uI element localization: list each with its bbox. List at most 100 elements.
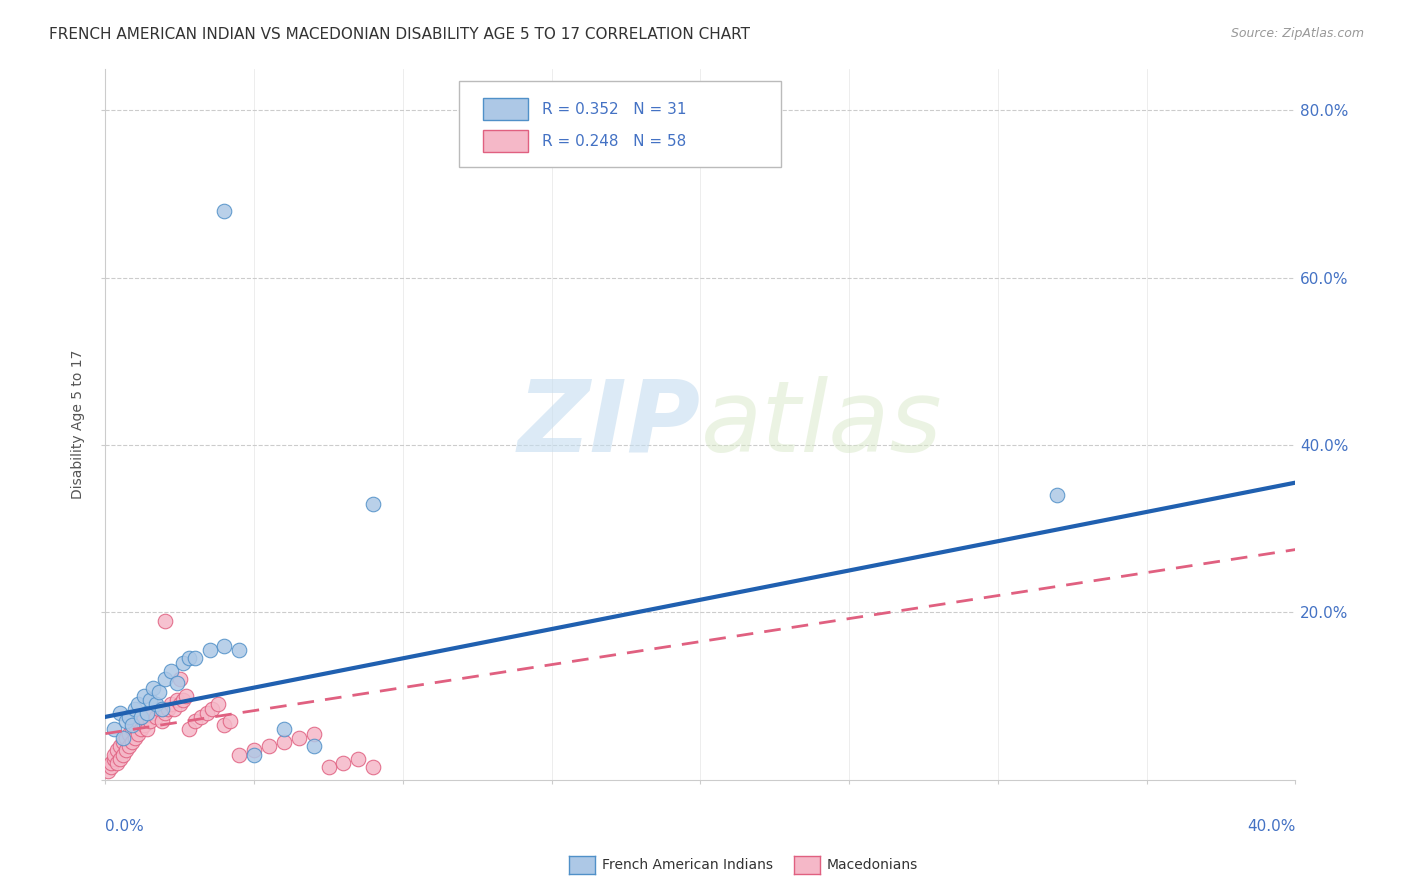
Point — [195, 706, 218, 720]
Text: 0.0%: 0.0% — [105, 819, 145, 834]
Point — [115, 731, 138, 745]
Point — [243, 743, 266, 757]
Point — [136, 723, 159, 737]
Point — [112, 735, 135, 749]
Point — [166, 693, 188, 707]
FancyBboxPatch shape — [482, 98, 527, 120]
Point — [361, 497, 384, 511]
Point — [148, 685, 170, 699]
Text: FRENCH AMERICAN INDIAN VS MACEDONIAN DISABILITY AGE 5 TO 17 CORRELATION CHART: FRENCH AMERICAN INDIAN VS MACEDONIAN DIS… — [49, 27, 751, 42]
Point — [110, 706, 132, 720]
Text: R = 0.248   N = 58: R = 0.248 N = 58 — [543, 134, 686, 149]
Point — [153, 614, 176, 628]
Point — [160, 698, 183, 712]
Point — [169, 698, 191, 712]
Point — [110, 739, 132, 754]
Point — [163, 701, 186, 715]
Point — [183, 651, 205, 665]
Text: 40.0%: 40.0% — [1247, 819, 1295, 834]
Point — [110, 752, 132, 766]
Text: French American Indians: French American Indians — [602, 858, 773, 872]
Point — [332, 756, 354, 770]
Point — [145, 698, 167, 712]
Point — [105, 743, 128, 757]
Point — [228, 747, 250, 762]
FancyBboxPatch shape — [458, 80, 782, 167]
Point — [103, 723, 125, 737]
Point — [361, 760, 384, 774]
Point — [148, 701, 170, 715]
Point — [287, 731, 309, 745]
Point — [139, 714, 162, 728]
Point — [174, 689, 197, 703]
Point — [118, 710, 141, 724]
Point — [177, 651, 200, 665]
Point — [190, 710, 212, 724]
Point — [172, 656, 194, 670]
Point — [129, 710, 152, 724]
Point — [160, 664, 183, 678]
Point — [153, 706, 176, 720]
Point — [302, 739, 325, 754]
Point — [127, 698, 149, 712]
Point — [132, 718, 155, 732]
Y-axis label: Disability Age 5 to 17: Disability Age 5 to 17 — [72, 350, 86, 499]
Point — [166, 676, 188, 690]
Point — [124, 731, 146, 745]
Point — [228, 643, 250, 657]
Point — [132, 710, 155, 724]
Point — [121, 735, 143, 749]
Point — [153, 672, 176, 686]
Point — [302, 726, 325, 740]
Point — [127, 726, 149, 740]
Point — [112, 747, 135, 762]
Point — [183, 714, 205, 728]
Text: ZIP: ZIP — [517, 376, 700, 473]
Point — [145, 710, 167, 724]
Point — [118, 739, 141, 754]
Point — [100, 756, 122, 770]
Point — [257, 739, 280, 754]
Point — [201, 701, 224, 715]
Point — [103, 747, 125, 762]
Text: atlas: atlas — [700, 376, 942, 473]
Text: Macedonians: Macedonians — [827, 858, 918, 872]
Point — [198, 643, 221, 657]
Point — [156, 701, 179, 715]
Point — [132, 689, 155, 703]
Text: R = 0.352   N = 31: R = 0.352 N = 31 — [543, 102, 686, 117]
Point — [136, 706, 159, 720]
Point — [347, 752, 370, 766]
Point — [112, 731, 135, 745]
Point — [121, 718, 143, 732]
Point — [318, 760, 340, 774]
Point — [121, 723, 143, 737]
Point — [273, 723, 295, 737]
Point — [124, 718, 146, 732]
Point — [105, 756, 128, 770]
Point — [129, 723, 152, 737]
FancyBboxPatch shape — [482, 129, 527, 153]
Point — [150, 701, 173, 715]
Point — [115, 743, 138, 757]
Point — [1046, 488, 1069, 502]
Text: Source: ZipAtlas.com: Source: ZipAtlas.com — [1230, 27, 1364, 40]
Point — [177, 723, 200, 737]
Point — [139, 693, 162, 707]
Point — [169, 672, 191, 686]
Point — [142, 706, 165, 720]
Point — [100, 760, 122, 774]
Point — [127, 714, 149, 728]
Point — [124, 701, 146, 715]
Point — [214, 718, 236, 732]
Point — [214, 639, 236, 653]
Point — [103, 752, 125, 766]
Point — [243, 747, 266, 762]
Point — [150, 714, 173, 728]
Point — [97, 764, 120, 779]
Point — [172, 693, 194, 707]
Point — [207, 698, 229, 712]
Point — [214, 203, 236, 218]
Point — [273, 735, 295, 749]
Point — [219, 714, 242, 728]
